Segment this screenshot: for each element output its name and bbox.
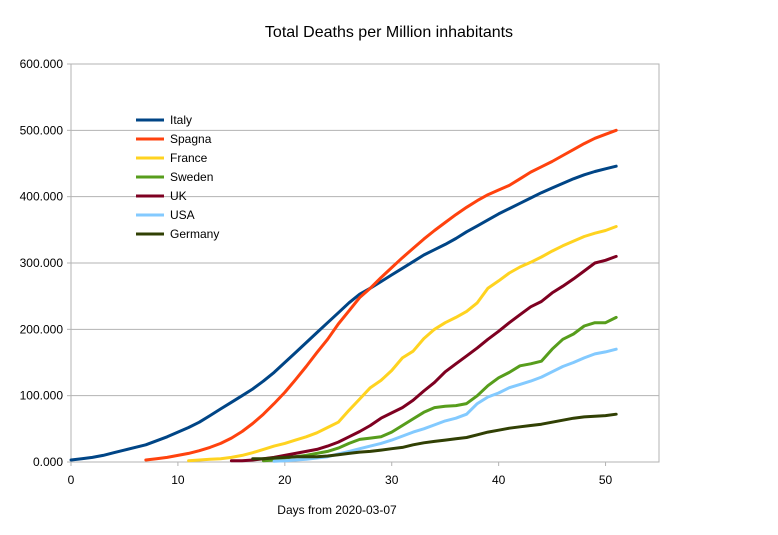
legend: Italy Spagna France Sweden UK USA Germany [136,113,219,241]
legend-label-usa: USA [170,208,195,222]
legend-label-italy: Italy [170,113,192,127]
x-tick-label: 50 [599,473,613,487]
legend-label-uk: UK [170,189,187,203]
legend-label-germany: Germany [170,227,219,241]
y-tick-label: 300.000 [20,256,64,270]
legend-label-france: France [170,151,208,165]
gridlines [71,63,659,463]
x-axis-ticks: 0 10 20 30 40 50 [68,462,613,487]
x-tick-label: 20 [278,473,292,487]
y-tick-label: 0.000 [33,455,63,469]
series-line-france [187,225,618,463]
x-tick-label: 10 [171,473,185,487]
y-axis-ticks: 0.000 100.000 200.000 300.000 400.000 500.000… [20,57,71,469]
series-line-italy [69,164,618,462]
series-line-sweden [261,315,618,463]
series-line-germany [251,412,618,461]
series-lines [69,128,618,463]
y-tick-label: 200.000 [20,322,64,336]
series-line-uk [229,254,618,463]
legend-label-sweden: Sweden [170,170,213,184]
series-line-spagna [144,128,618,462]
x-tick-label: 0 [68,473,75,487]
x-tick-label: 30 [385,473,399,487]
x-axis-label: Days from 2020-03-07 [277,503,397,517]
legend-label-spagna: Spagna [170,132,212,146]
y-tick-label: 100.000 [20,389,64,403]
x-tick-label: 40 [492,473,506,487]
y-tick-label: 500.000 [20,123,64,137]
y-tick-label: 600.000 [20,57,64,71]
chart-title: Total Deaths per Million inhabitants [265,24,513,41]
y-tick-label: 400.000 [20,190,64,204]
